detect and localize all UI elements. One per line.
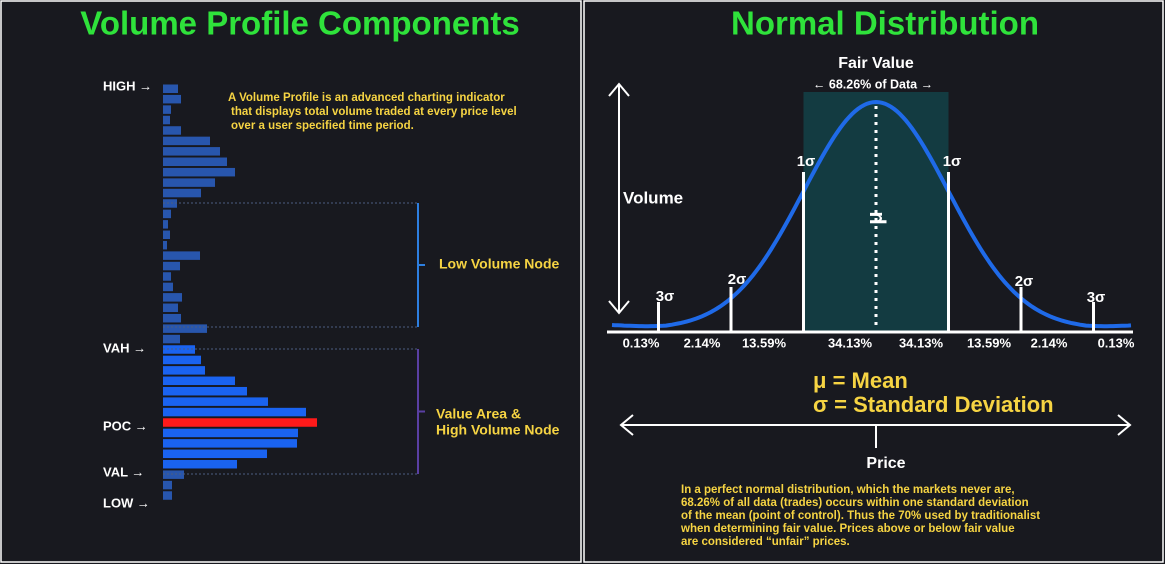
volume-bar	[163, 230, 170, 240]
value-area-label: High Volume Node	[436, 422, 560, 438]
legend-line: μ = Mean	[813, 368, 908, 393]
level-label: VAL →	[103, 464, 144, 479]
volume-bar	[163, 209, 171, 219]
volume-bar	[163, 407, 306, 417]
price-label: Price	[866, 455, 905, 472]
note-line: when determining fair value. Prices abov…	[680, 523, 1015, 535]
volume-bar	[163, 251, 200, 260]
sigma-label: 3σ	[1087, 289, 1106, 306]
volume-label: Volume	[623, 188, 683, 207]
arrow-head	[608, 82, 630, 315]
note-line: of the mean (point of control). Thus the…	[681, 510, 1040, 522]
volume-bar	[163, 272, 171, 281]
percentage: 13.59%	[967, 335, 1012, 350]
sigma-label: 2σ	[1015, 273, 1034, 290]
volume-bar	[163, 313, 181, 323]
volume-bar	[163, 386, 247, 396]
left-title: Volume Profile Components	[80, 5, 519, 42]
note-line: are considered “unfair” prices.	[681, 536, 850, 548]
percentage: 0.13%	[623, 335, 660, 350]
volume-bar	[163, 397, 268, 406]
volume-bar	[163, 157, 227, 167]
level-label: POC →	[103, 418, 148, 433]
bell-curve	[611, 99, 1132, 329]
volume-bar	[163, 126, 181, 135]
level-label: VAH →	[103, 340, 146, 355]
sigma-label: 1σ	[943, 153, 962, 170]
volume-bar	[163, 355, 201, 365]
mu-symbol: μ	[862, 211, 887, 224]
volume-bar	[163, 418, 317, 427]
volume-bar	[163, 167, 235, 177]
volume-bar	[163, 334, 180, 344]
sigma-label: 3σ	[656, 288, 675, 305]
percentage: 0.13%	[1098, 335, 1135, 350]
right-title: Normal Distribution	[731, 5, 1039, 42]
normal-distribution: 3σ 2σ 1σ 1σ 2σ 3σ 0.13% 2.14% 13.59% 34.13% 34.13%…	[607, 55, 1135, 548]
volume-bar	[163, 282, 173, 292]
legend-line: σ = Standard Deviation	[813, 392, 1054, 417]
volume-bar	[163, 293, 182, 302]
volume-bar	[163, 366, 205, 375]
volume-profile: HIGH → VAH → POC → VAL → LOW → A Volume Profi…	[103, 78, 560, 510]
data-share: ← 68.26% of Data →	[813, 77, 933, 91]
note-line: 68.26% of all data (trades) occurs withi…	[681, 497, 1029, 509]
volume-bar	[163, 240, 167, 250]
volume-bar	[163, 115, 170, 125]
sigma-label: 1σ	[797, 153, 816, 170]
percentage: 34.13%	[899, 335, 944, 350]
low-volume-node: Low Volume Node	[439, 256, 560, 272]
volume-bar	[163, 480, 172, 490]
fair-value: Fair Value	[838, 55, 914, 72]
volume-bar	[163, 428, 298, 438]
volume-bar	[163, 261, 180, 271]
description: over a user specified time period.	[231, 120, 414, 132]
volume-bar	[163, 147, 220, 156]
volume-bar	[163, 376, 235, 386]
volume-bar	[163, 178, 215, 187]
panel-border	[583, 0, 1164, 563]
value-area-label: Value Area &	[436, 406, 521, 422]
description: A Volume Profile is an advanced charting…	[228, 92, 505, 104]
level-label: HIGH →	[103, 78, 152, 93]
volume-bar	[163, 94, 181, 104]
volume-bar	[163, 199, 177, 208]
volume-bar	[163, 324, 207, 333]
volume-bar	[163, 105, 171, 114]
volume-bar	[163, 220, 168, 229]
volume-bar	[163, 136, 210, 146]
percentage: 2.14%	[1031, 335, 1068, 350]
volume-bar	[163, 449, 267, 459]
volume-bar	[163, 491, 172, 500]
volume-bar	[163, 84, 178, 93]
volume-bar	[163, 439, 297, 448]
level-label: LOW →	[103, 495, 150, 510]
volume-bar	[163, 303, 178, 313]
arrow-head	[619, 414, 1132, 436]
description: that displays total volume traded at eve…	[231, 106, 517, 118]
percentage: 34.13%	[828, 335, 873, 350]
note-line: In a perfect normal distribution, which …	[681, 484, 1015, 496]
volume-bar	[163, 459, 237, 469]
percentage: 13.59%	[742, 335, 787, 350]
volume-bar	[163, 470, 184, 479]
volume-bar	[163, 188, 201, 198]
panel-border	[0, 0, 582, 563]
sigma-label: 2σ	[728, 271, 747, 288]
percentage: 2.14%	[684, 335, 721, 350]
